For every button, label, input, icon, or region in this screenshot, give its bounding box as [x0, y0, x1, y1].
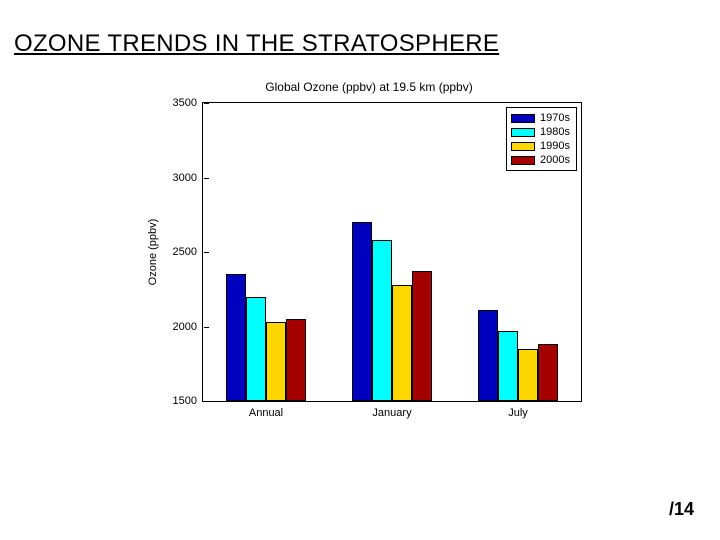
bar — [412, 271, 432, 401]
legend-item: 2000s — [511, 153, 570, 167]
y-tick-label: 2000 — [173, 321, 203, 333]
bar — [498, 331, 518, 401]
legend-label: 1970s — [540, 111, 570, 125]
x-tick-label: Annual — [249, 401, 283, 419]
legend-swatch — [511, 156, 535, 165]
bar — [392, 285, 412, 401]
chart-plot-area: Ozone (ppbv) 1970s1980s1990s2000s 150020… — [202, 102, 582, 402]
page-number: /14 — [669, 499, 694, 520]
y-axis-label: Ozone (ppbv) — [147, 219, 159, 286]
bar — [478, 310, 498, 401]
bar — [266, 322, 286, 401]
y-tick-label: 2500 — [173, 246, 203, 258]
bar — [352, 222, 372, 401]
bar — [372, 240, 392, 401]
bar — [518, 349, 538, 401]
legend-label: 1990s — [540, 139, 570, 153]
bar — [246, 297, 266, 401]
legend-item: 1980s — [511, 125, 570, 139]
legend-swatch — [511, 142, 535, 151]
ozone-chart: Global Ozone (ppbv) at 19.5 km (ppbv) Oz… — [144, 80, 594, 440]
legend-item: 1970s — [511, 111, 570, 125]
y-tick-label: 1500 — [173, 395, 203, 407]
bar — [286, 319, 306, 401]
legend-swatch — [511, 114, 535, 123]
legend-label: 2000s — [540, 153, 570, 167]
legend-item: 1990s — [511, 139, 570, 153]
x-tick-label: July — [508, 401, 528, 419]
y-tick-label: 3000 — [173, 172, 203, 184]
chart-legend: 1970s1980s1990s2000s — [506, 107, 577, 171]
legend-swatch — [511, 128, 535, 137]
bar — [538, 344, 558, 401]
page-title: OZONE TRENDS IN THE STRATOSPHERE — [14, 30, 499, 58]
chart-title: Global Ozone (ppbv) at 19.5 km (ppbv) — [144, 80, 594, 94]
y-tick-label: 3500 — [173, 97, 203, 109]
x-tick-label: January — [372, 401, 411, 419]
bar — [226, 274, 246, 401]
legend-label: 1980s — [540, 125, 570, 139]
